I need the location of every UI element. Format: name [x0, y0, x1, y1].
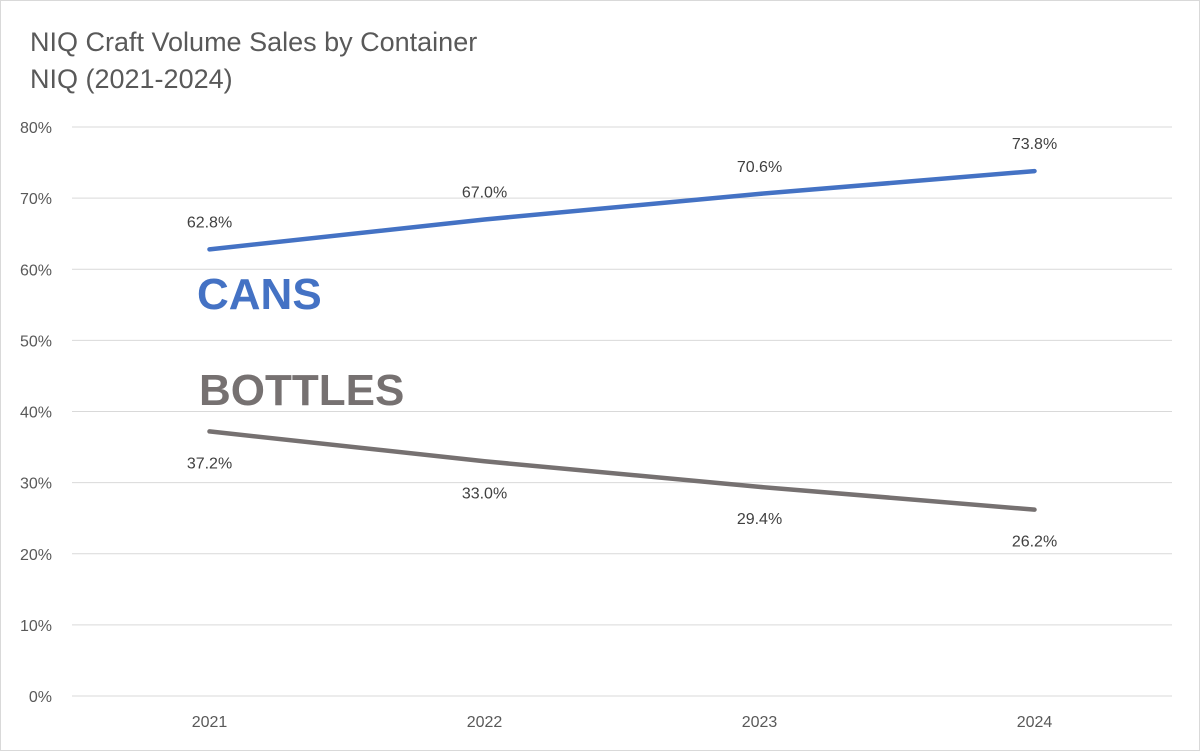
data-label: 26.2%: [1012, 534, 1057, 551]
data-label: 62.8%: [187, 214, 232, 231]
x-tick-label: 2024: [1017, 714, 1053, 731]
y-tick-label: 50%: [20, 333, 52, 350]
y-tick-label: 20%: [20, 547, 52, 564]
series-line-cans: [207, 168, 1037, 252]
y-tick-label: 70%: [20, 191, 52, 208]
y-axis-ticks: 0% 10% 20% 30% 40% 50% 60% 70% 80%: [20, 120, 52, 706]
y-tick-label: 0%: [29, 689, 52, 706]
gridlines: [72, 126, 1172, 697]
y-tick-label: 30%: [20, 476, 52, 493]
series-tags: CANS BOTTLES: [197, 270, 404, 415]
chart-subtitle: NIQ (2021-2024): [30, 64, 233, 94]
series-name-label: BOTTLES: [199, 366, 404, 415]
series-line-bottles: [207, 429, 1037, 512]
data-labels: 62.8% 67.0% 70.6% 73.8% 37.2% 33.0% 29.4% 26.2%: [187, 136, 1057, 551]
series-lines: [207, 168, 1037, 512]
data-label: 37.2%: [187, 455, 232, 472]
y-tick-label: 40%: [20, 405, 52, 422]
series-name-label: CANS: [197, 270, 322, 319]
chart-title: NIQ Craft Volume Sales by Container: [30, 27, 478, 57]
data-label: 29.4%: [737, 511, 782, 528]
x-tick-label: 2021: [192, 714, 228, 731]
y-tick-label: 10%: [20, 618, 52, 635]
x-tick-label: 2023: [742, 714, 778, 731]
y-tick-label: 80%: [20, 120, 52, 137]
data-label: 70.6%: [737, 159, 782, 176]
data-label: 73.8%: [1012, 136, 1057, 153]
x-tick-label: 2022: [467, 714, 503, 731]
data-label: 33.0%: [462, 485, 507, 502]
y-tick-label: 60%: [20, 262, 52, 279]
x-axis-ticks: 2021 2022 2023 2024: [192, 714, 1053, 731]
data-label: 67.0%: [462, 184, 507, 201]
